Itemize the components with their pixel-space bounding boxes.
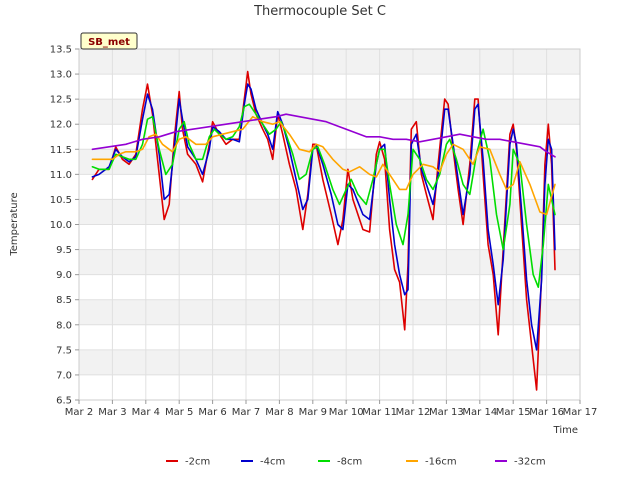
x-tick-label: Mar 7 bbox=[232, 407, 260, 418]
plot-band bbox=[79, 374, 580, 400]
y-tick-label: 6.5 bbox=[56, 396, 72, 407]
series-line-minus-32cm bbox=[91, 113, 556, 158]
y-tick-label: 8.0 bbox=[56, 320, 72, 331]
x-tick-label: Mar 16 bbox=[529, 407, 564, 418]
plot-band bbox=[79, 149, 580, 175]
x-tick-label: Mar 10 bbox=[329, 407, 364, 418]
x-tick-label: Mar 11 bbox=[362, 407, 397, 418]
series-line-minus-4cm bbox=[91, 83, 556, 351]
plot-band bbox=[79, 324, 580, 350]
y-tick-label: 11.0 bbox=[50, 170, 72, 181]
y-axis-ticks: 6.5 7.0 7.5 8.0 8.5 9.0 9.5 10.0 10.5 11.0 11.5 12.… bbox=[50, 45, 79, 407]
plot-band bbox=[79, 249, 580, 275]
plot-band bbox=[79, 74, 580, 100]
plot-band bbox=[79, 224, 580, 250]
y-tick-label: 7.0 bbox=[56, 370, 72, 381]
x-tick-label: Mar 12 bbox=[396, 407, 431, 418]
plot-band bbox=[79, 99, 580, 125]
x-tick-label: Mar 13 bbox=[429, 407, 464, 418]
y-tick-label: 9.5 bbox=[56, 245, 72, 256]
y-tick-label: 9.0 bbox=[56, 270, 72, 281]
y-tick-label: 12.0 bbox=[50, 120, 72, 131]
plot-band bbox=[79, 274, 580, 300]
x-tick-label: Mar 6 bbox=[198, 407, 226, 418]
y-tick-label: 10.0 bbox=[50, 220, 72, 231]
y-tick-label: 11.5 bbox=[50, 145, 72, 156]
legend: -2cm -4cm -8cm -16cm -32cm bbox=[166, 457, 546, 468]
x-tick-label: Mar 4 bbox=[132, 407, 160, 418]
series-layer bbox=[91, 70, 556, 391]
series-line-minus-16cm bbox=[91, 115, 556, 216]
y-tick-label: 8.5 bbox=[56, 295, 72, 306]
x-tick-label: Mar 5 bbox=[165, 407, 193, 418]
x-axis-ticks: Mar 2 Mar 3 Mar 4 Mar 5 Mar 6 Mar 7 Mar 8 Mar 9… bbox=[65, 400, 598, 418]
plot-band bbox=[79, 49, 580, 75]
site-annotation-text: SB_met bbox=[88, 37, 130, 48]
plot-band bbox=[79, 299, 580, 325]
x-tick-label: Mar 17 bbox=[563, 407, 598, 418]
y-tick-label: 12.5 bbox=[50, 95, 72, 106]
y-tick-label: 13.5 bbox=[50, 45, 72, 56]
legend-label: -32cm bbox=[514, 457, 546, 468]
legend-label: -8cm bbox=[337, 457, 362, 468]
x-tick-label: Mar 2 bbox=[65, 407, 93, 418]
y-tick-label: 13.0 bbox=[50, 70, 72, 81]
legend-label: -2cm bbox=[185, 457, 210, 468]
site-annotation-box bbox=[80, 32, 138, 50]
plot-band bbox=[79, 349, 580, 375]
y-tick-label: 7.5 bbox=[56, 345, 72, 356]
x-tick-label: Mar 8 bbox=[265, 407, 293, 418]
legend-label: -4cm bbox=[260, 457, 285, 468]
x-tick-label: Mar 9 bbox=[299, 407, 327, 418]
site-annotation: SB_met bbox=[80, 32, 138, 50]
legend-label: -16cm bbox=[425, 457, 457, 468]
x-tick-label: Mar 14 bbox=[462, 407, 497, 418]
y-tick-label: 10.5 bbox=[50, 195, 72, 206]
x-tick-label: Mar 15 bbox=[496, 407, 531, 418]
y-axis-label: Temperature bbox=[9, 192, 20, 256]
x-axis-label: Time bbox=[553, 425, 578, 436]
chart-title: Thermocouple Set C bbox=[253, 4, 386, 19]
x-tick-label: Mar 3 bbox=[98, 407, 126, 418]
